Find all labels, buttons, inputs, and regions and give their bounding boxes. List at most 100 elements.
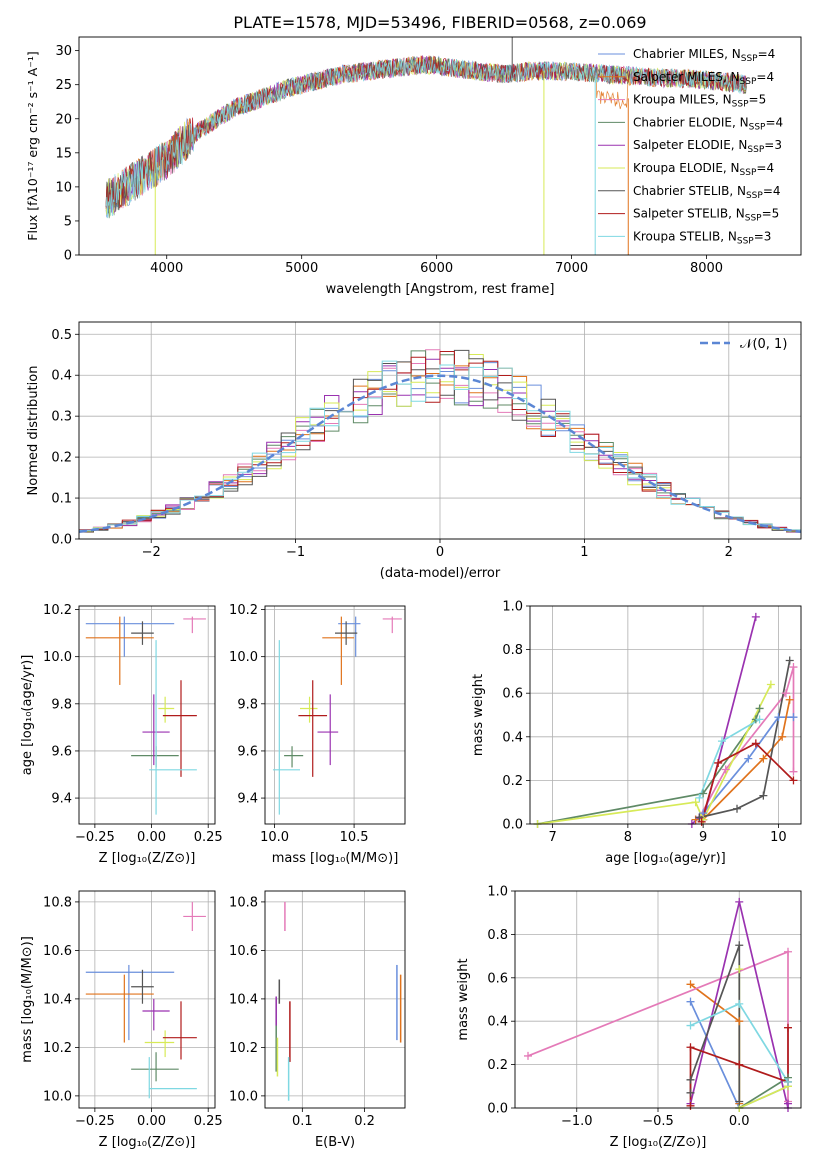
axes-frame <box>264 890 406 1109</box>
x-tick-label: 1 <box>580 545 588 560</box>
y-tick-label: 0.8 <box>487 928 508 943</box>
y-tick-label: 0.1 <box>51 492 72 507</box>
weight-marker <box>695 793 704 802</box>
y-tick-label: 10.0 <box>229 1089 258 1104</box>
weight-marker <box>784 1099 792 1108</box>
y-tick-label: 0.4 <box>502 730 523 745</box>
x-tick-label: 0.2 <box>354 1114 375 1129</box>
y-tick-label: 0.6 <box>502 687 523 702</box>
panel-mass-vs-EBV: 0.1 0.2 10.0 10.2 10.4 10.6 10.8 E(B-V) <box>229 890 406 1150</box>
legend-label: Salpeter ELODIE, NSSP=3 <box>633 138 782 155</box>
x-tick-label: 0.25 <box>194 830 223 845</box>
weight-marker <box>789 767 798 776</box>
x-axis-label: E(B-V) <box>315 1135 355 1150</box>
y-axis-label: mass weight <box>471 674 486 756</box>
weight-marker <box>759 754 768 763</box>
y-axis-label: Normed distribution <box>26 366 41 496</box>
legend: Chabrier MILES, NSSP=4 Salpeter MILES, NS… <box>598 47 783 246</box>
y-axis-label: mass [log₁₀(M/M⊙)] <box>20 936 35 1063</box>
y-tick-label: 1.0 <box>487 885 508 900</box>
y-tick-label: 9.6 <box>237 744 258 759</box>
y-tick-label: 5 <box>64 214 72 229</box>
weight-marker <box>778 732 787 741</box>
legend-label: Chabrier MILES, NSSP=4 <box>633 47 775 64</box>
spectrum-line-kroupa-stelib <box>105 58 747 219</box>
weight-marker <box>785 656 794 665</box>
axes-frame <box>529 605 802 825</box>
axes-frame <box>78 321 802 540</box>
y-tick-label: 10.2 <box>43 603 72 618</box>
axes-frame <box>514 890 802 1109</box>
y-tick-label: 0.4 <box>51 369 72 384</box>
plot-area <box>79 349 801 535</box>
x-tick-label: 0.25 <box>194 1114 223 1129</box>
y-axis-label: mass weight <box>456 958 471 1040</box>
y-tick-label: 0.3 <box>51 410 72 425</box>
weight-marker <box>686 997 695 1006</box>
x-tick-label: 0.00 <box>137 830 166 845</box>
y-tick-label: 15 <box>55 146 72 161</box>
x-tick-label: 10.0 <box>260 830 289 845</box>
y-tick-label: 0 <box>64 249 72 264</box>
x-tick-label: 0.00 <box>137 1114 166 1129</box>
x-tick-label: 10 <box>770 830 787 845</box>
y-tick-label: 10.2 <box>229 603 258 618</box>
y-tick-label: 9.4 <box>237 792 258 807</box>
weight-marker <box>766 680 775 689</box>
x-tick-label: −1.0 <box>561 1114 593 1129</box>
x-axis-label: Z [log₁₀(Z/Z⊙)] <box>99 1135 196 1150</box>
weight-marker <box>755 704 764 713</box>
y-tick-label: 10.8 <box>229 895 258 910</box>
axes-frame <box>78 36 802 256</box>
weight-line-kroupa-elodie <box>537 684 772 824</box>
weight-marker <box>686 1021 695 1030</box>
plot-area <box>105 37 747 255</box>
weight-marker <box>735 1017 744 1026</box>
weight-marker <box>686 980 695 989</box>
weight-marker <box>686 1101 695 1110</box>
weight-marker <box>735 897 744 906</box>
y-tick-label: 10.0 <box>43 650 72 665</box>
weight-marker <box>784 1077 792 1086</box>
y-tick-label: 9.4 <box>51 792 72 807</box>
weight-marker <box>789 713 798 722</box>
x-tick-label: 6000 <box>420 261 453 276</box>
weight-marker <box>759 791 768 800</box>
y-tick-label: 10.4 <box>229 992 258 1007</box>
y-tick-label: 0.0 <box>502 818 523 833</box>
weight-marker <box>751 612 760 621</box>
x-axis-label: Z [log₁₀(Z/Z⊙)] <box>99 851 196 866</box>
weight-line-salpeter-stelib <box>700 742 795 823</box>
gaussian-curve <box>79 374 801 534</box>
weight-line-kroupa-elodie <box>738 969 789 1108</box>
panel-spectrum: 4000 5000 6000 7000 8000 0 5 10 15 20 25 30 waveleng… <box>25 36 802 297</box>
legend-label: Salpeter STELIB, NSSP=5 <box>633 207 779 224</box>
x-axis-label: age [log₁₀(age/yr)] <box>605 851 726 866</box>
figure-title: PLATE=1578, MJD=53496, FIBERID=0568, z=0… <box>233 13 646 32</box>
legend-label: 𝒩(0, 1) <box>740 337 787 352</box>
weight-marker <box>717 737 726 746</box>
weight-line-kroupa-miles <box>698 666 795 818</box>
y-tick-label: 20 <box>55 112 72 127</box>
plot-area <box>537 616 795 824</box>
weight-line-chabrier-stelib <box>689 945 741 1102</box>
weight-marker <box>735 965 744 974</box>
y-tick-label: 0.2 <box>51 451 72 466</box>
plot-area <box>85 901 206 1099</box>
panels: 4000 5000 6000 7000 8000051015202530waveleng… <box>20 36 802 1150</box>
x-tick-label: 10.5 <box>340 830 369 845</box>
y-tick-label: 1.0 <box>502 600 523 615</box>
x-axis-label: Z [log₁₀(Z/Z⊙)] <box>610 1135 707 1150</box>
y-tick-label: 0.0 <box>487 1102 508 1117</box>
legend-label: Kroupa STELIB, NSSP=3 <box>633 229 771 246</box>
y-tick-label: 9.8 <box>51 697 72 712</box>
weight-marker <box>789 776 798 785</box>
legend-label: Chabrier STELIB, NSSP=4 <box>633 184 781 201</box>
weight-marker <box>735 1097 744 1106</box>
weight-marker <box>721 765 730 774</box>
x-tick-label: −0.5 <box>642 1114 674 1129</box>
y-tick-label: 10.2 <box>229 1041 258 1056</box>
y-tick-label: 10.6 <box>43 944 72 959</box>
y-tick-label: 0.2 <box>487 1058 508 1073</box>
